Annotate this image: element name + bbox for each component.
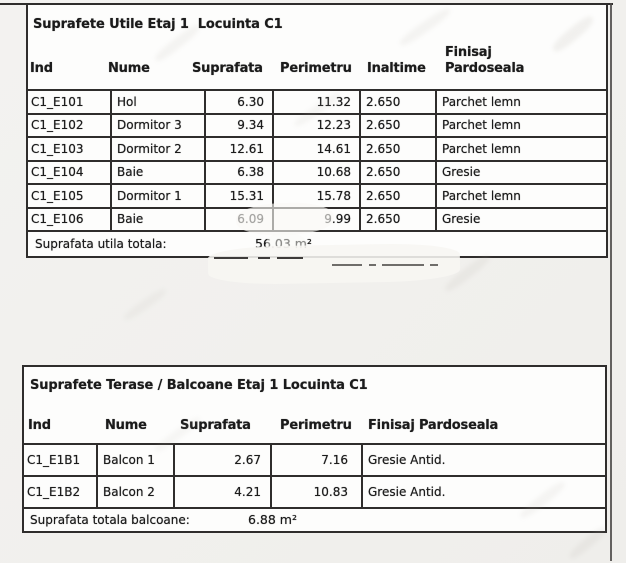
cell-nume: Hol — [112, 91, 206, 113]
cell-finisaj: Gresie Antid. — [368, 453, 446, 467]
table-row: C1_E101 Hol 6.30 11.32 2.650 Parchet lem… — [28, 89, 606, 113]
cell-perimetru: 10.83 — [272, 477, 363, 507]
total-value: 6.88 m² — [248, 512, 297, 527]
balcony-areas-table: Suprafete Terase / Balcoane Etaj 1 Locui… — [22, 365, 607, 533]
cell-ind: C1_E1B2 — [24, 477, 98, 507]
border-dash-remnant — [382, 264, 424, 266]
table-row: C1_E1B2 Balcon 2 4.21 10.83 Gresie Antid… — [24, 475, 605, 507]
border-dash-remnant — [430, 264, 438, 266]
cell-suprafata: 9.34 — [206, 114, 274, 136]
table-row: C1_E1B1 Balcon 1 2.67 7.16 Gresie Antid. — [24, 443, 605, 475]
cell-suprafata: 2.67 — [175, 445, 272, 475]
cell-nume: Balcon 1 — [98, 445, 175, 475]
cell-ind: C1_E104 — [28, 161, 112, 183]
table-row: C1_E105 Dormitor 1 15.31 15.78 2.650 Par… — [28, 183, 606, 207]
border-dash-remnant — [258, 257, 270, 259]
cell-ind: C1_E102 — [28, 114, 112, 136]
column-header-nume: Nume — [108, 61, 150, 76]
cell-perimetru: 14.61 — [274, 138, 361, 160]
border-dash-remnant — [332, 264, 362, 266]
scan-smudge — [121, 286, 169, 323]
cell-finisaj: Gresie — [442, 165, 481, 180]
cell-inaltime: 2.650 — [361, 114, 437, 136]
column-header-suprafata: Suprafata — [192, 61, 263, 76]
cell-finisaj: Parchet lemn — [442, 118, 521, 133]
cell-finisaj: Parchet lemn — [442, 188, 521, 203]
cell-suprafata: 4.21 — [175, 477, 272, 507]
cell-suprafata: 6.30 — [206, 91, 274, 113]
cell-perimetru: 15.78 — [274, 185, 361, 207]
cell-nume: Dormitor 1 — [112, 185, 206, 207]
column-header-finisaj-pardoseala: Finisaj Pardoseala — [368, 418, 499, 433]
cell-nume: Dormitor 2 — [112, 138, 206, 160]
finisaj-header-line1: Finisaj — [445, 45, 492, 60]
border-dash-remnant — [214, 257, 248, 259]
total-row: Suprafata totala balcoane: 6.88 m² — [24, 507, 605, 531]
table-row: C1_E103 Dormitor 2 12.61 14.61 2.650 Par… — [28, 136, 606, 160]
cell-inaltime: 2.650 — [361, 185, 437, 207]
finisaj-header-line2: Pardoseala — [445, 61, 525, 76]
total-label: Suprafata totala balcoane: — [30, 513, 190, 527]
column-header-perimetru: Perimetru — [280, 418, 352, 433]
column-header-inaltime: Inaltime — [367, 61, 426, 76]
page-right-edge-line — [610, 3, 612, 561]
column-header-perimetru: Perimetru — [280, 61, 352, 76]
cell-ind: C1_E1B1 — [24, 445, 98, 475]
cell-finisaj: Gresie Antid. — [368, 485, 446, 499]
cell-inaltime: 2.650 — [361, 138, 437, 160]
cell-perimetru: 7.16 — [272, 445, 363, 475]
table-row: C1_E102 Dormitor 3 9.34 12.23 2.650 Parc… — [28, 112, 606, 136]
cell-finisaj: Gresie — [442, 212, 481, 227]
cell-finisaj: Parchet lemn — [442, 141, 521, 156]
column-header-ind: Ind — [30, 61, 53, 76]
page-top-edge-line — [0, 3, 613, 5]
cell-ind: C1_E106 — [28, 208, 112, 230]
cell-perimetru: 10.68 — [274, 161, 361, 183]
column-header-suprafata: Suprafata — [180, 418, 251, 433]
cell-perimetru: 12.23 — [274, 114, 361, 136]
cell-suprafata: 6.38 — [206, 161, 274, 183]
cell-inaltime: 2.650 — [361, 208, 437, 230]
balcony-areas-table-header: Suprafete Terase / Balcoane Etaj 1 Locui… — [24, 367, 605, 443]
cell-perimetru: 11.32 — [274, 91, 361, 113]
total-label: Suprafata utila totala: — [35, 237, 167, 251]
table-title: Suprafete Utile Etaj 1 Locuinta C1 — [33, 17, 283, 32]
cell-ind: C1_E101 — [28, 91, 112, 113]
cell-inaltime: 2.650 — [361, 161, 437, 183]
cell-inaltime: 2.650 — [361, 91, 437, 113]
cell-nume: Dormitor 3 — [112, 114, 206, 136]
column-header-nume: Nume — [105, 418, 147, 433]
cell-ind: C1_E105 — [28, 185, 112, 207]
column-header-ind: Ind — [28, 418, 51, 433]
cell-nume: Baie — [112, 161, 206, 183]
border-dash-remnant — [277, 257, 303, 259]
border-dash-remnant — [369, 264, 376, 266]
table-title: Suprafete Terase / Balcoane Etaj 1 Locui… — [30, 378, 368, 393]
cell-suprafata: 12.61 — [206, 138, 274, 160]
column-header-finisaj-pardoseala: Finisaj Pardoseala — [445, 45, 524, 77]
useful-areas-table-header: Suprafete Utile Etaj 1 Locuinta C1 Ind N… — [28, 5, 606, 89]
cell-nume: Baie — [112, 208, 206, 230]
cell-suprafata: 15.31 — [206, 185, 274, 207]
cell-finisaj: Parchet lemn — [442, 94, 521, 109]
table-row: C1_E104 Baie 6.38 10.68 2.650 Gresie — [28, 159, 606, 183]
cell-nume: Balcon 2 — [98, 477, 175, 507]
cell-ind: C1_E103 — [28, 138, 112, 160]
